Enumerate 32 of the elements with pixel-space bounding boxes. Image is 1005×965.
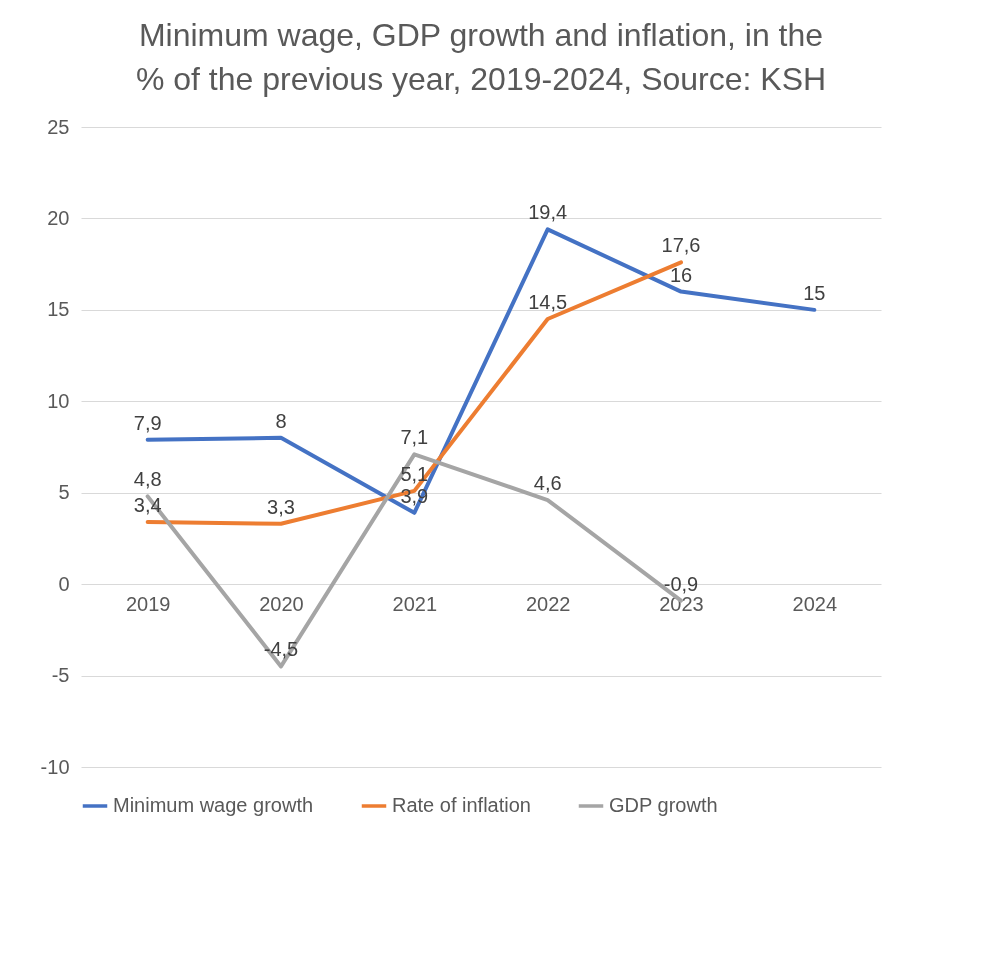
legend-label: Rate of inflation [392, 794, 531, 816]
data-label: 5,1 [400, 462, 429, 485]
data-label: 4,6 [533, 472, 562, 495]
y-tick-label: -10 [40, 755, 70, 778]
x-tick-label: 2022 [525, 592, 571, 615]
y-tick-label: 25 [47, 115, 70, 138]
data-label: 17,6 [661, 234, 701, 257]
data-label: 15 [803, 281, 826, 304]
legend-label: Minimum wage growth [113, 794, 314, 816]
x-tick-label: 2024 [792, 592, 838, 615]
data-label: 19,4 [528, 201, 568, 224]
data-label: 4,8 [133, 468, 162, 491]
chart-title: Minimum wage, GDP growth and inflation, in the % of the previous year, 2019-2024, Source: KSH [135, 17, 827, 97]
y-tick-label: 15 [47, 298, 70, 321]
y-tick-label: 10 [47, 389, 70, 412]
legend-label: GDP growth [609, 794, 718, 816]
data-label: 3,3 [267, 495, 295, 518]
data-label: 7,9 [133, 411, 162, 434]
x-tick-label: 2021 [392, 592, 438, 615]
data-label: 3,4 [133, 493, 162, 516]
y-tick-label: 0 [58, 572, 70, 595]
x-tick-label: 2019 [125, 592, 171, 615]
y-tick-label: 5 [58, 481, 70, 504]
data-label: -4,5 [263, 638, 299, 661]
data-label: 7,1 [400, 426, 429, 449]
x-tick-label: 2020 [259, 592, 304, 615]
y-tick-label: -5 [51, 664, 70, 687]
data-label: 16 [669, 263, 693, 286]
data-label: -0,9 [663, 572, 699, 595]
data-label: 14,5 [528, 291, 568, 313]
data-label: 8 [275, 409, 287, 432]
y-tick-label: 20 [47, 206, 70, 229]
